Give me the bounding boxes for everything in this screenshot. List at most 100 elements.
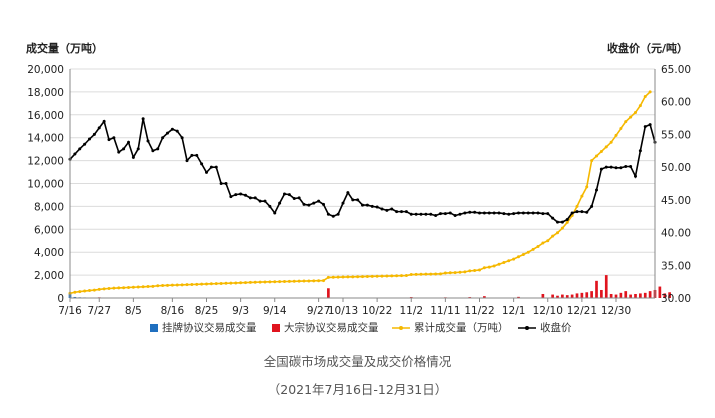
closing-price-point [287, 193, 291, 197]
cumulative-volume-point [395, 274, 399, 278]
cumulative-volume-point [102, 287, 106, 291]
x-tick-label: 9/3 [232, 305, 249, 317]
cumulative-volume-point [556, 231, 559, 235]
cumulative-volume-point [287, 279, 291, 283]
closing-price-point [180, 136, 184, 140]
closing-price-point [556, 220, 559, 224]
closing-price-point [521, 211, 525, 215]
bar-block-volume [634, 293, 637, 298]
cumulative-volume-point [161, 284, 165, 288]
cumulative-volume-point [268, 280, 272, 284]
cumulative-volume-point [166, 283, 169, 287]
legend-listed-label: 挂牌协议交易成交量 [162, 321, 257, 334]
x-tick-label: 12/30 [601, 305, 631, 317]
closing-price-point [73, 152, 77, 156]
cumulative-volume-point [624, 120, 628, 124]
cumulative-volume-point [390, 274, 394, 278]
cumulative-volume-point [492, 264, 496, 268]
cumulative-volume-point [551, 234, 555, 238]
closing-price-point [526, 211, 530, 215]
closing-price-point [336, 212, 340, 216]
closing-price-point [263, 199, 267, 203]
closing-price-point [185, 159, 189, 163]
cumulative-volume-point [439, 272, 442, 276]
closing-price-point [317, 199, 321, 203]
cumulative-volume-point [214, 282, 218, 286]
closing-price-point [648, 123, 652, 127]
cumulative-volume-point [239, 281, 243, 285]
cumulative-volume-point [575, 204, 579, 208]
closing-price-point [351, 198, 355, 202]
cumulative-volume-point [180, 283, 184, 287]
legend: 挂牌协议交易成交量 大宗协议交易成交量 累计成交量（万吨） 收盘价 [150, 321, 572, 334]
cumulative-volume-line [69, 91, 651, 295]
closing-price-point [205, 170, 208, 174]
closing-price-point [97, 126, 101, 130]
cumulative-volume-point [370, 274, 374, 278]
cumulative-volume-point [409, 273, 413, 277]
closing-price-point [517, 211, 520, 215]
cumulative-volume-point [200, 282, 204, 286]
closing-price-point [541, 212, 545, 216]
cumulative-volume-point [273, 280, 277, 284]
cumulative-volume-point [195, 282, 199, 286]
bar-block-volume [643, 292, 647, 298]
closing-price-point [551, 216, 555, 220]
chart-title: 全国碳市场成交量及成交价格情况 [263, 354, 452, 369]
cumulative-volume-point [209, 282, 213, 286]
legend-cumulative-label: 累计成交量（万吨） [414, 321, 509, 334]
y-right-tick-label: 55.00 [661, 129, 691, 141]
closing-price-point [331, 214, 335, 218]
closing-price-point [283, 192, 286, 196]
bar-block-volume [565, 295, 569, 298]
closing-price-point [468, 210, 472, 214]
cumulative-volume-point [331, 275, 335, 279]
chart-subtitle: （2021年7月16日-12月31日） [267, 382, 448, 397]
closing-price-point [190, 153, 194, 157]
cumulative-volume-point [380, 274, 384, 278]
x-tick-label: 9/27 [307, 305, 331, 317]
cumulative-volume-point [453, 271, 457, 275]
y-left-tick-label: 20,000 [27, 64, 64, 76]
closing-price-point [370, 204, 374, 208]
cumulative-volume-point [497, 262, 501, 266]
bar-block-volume [551, 294, 554, 298]
y-left-tick-label: 16,000 [27, 110, 64, 122]
closing-price-point [507, 212, 511, 216]
cumulative-volume-point [312, 279, 316, 283]
cumulative-volume-point [92, 288, 96, 292]
bar-block-volume [668, 292, 671, 298]
cumulative-volume-point [136, 285, 140, 289]
closing-price-point [419, 212, 423, 216]
cumulative-volume-point [546, 239, 550, 243]
closing-price-point [487, 211, 491, 215]
closing-price-point [195, 153, 199, 157]
closing-price-point [239, 192, 243, 196]
cumulative-volume-point [599, 149, 603, 153]
closing-price-point [273, 211, 277, 215]
cumulative-volume-point [429, 272, 433, 276]
closing-price-point [361, 203, 364, 207]
x-tick-label: 10/13 [328, 305, 358, 317]
cumulative-volume-point [521, 252, 525, 256]
y-left-tick-label: 0 [57, 293, 64, 305]
cumulative-volume-point [502, 261, 506, 265]
closing-price-point [78, 147, 82, 151]
closing-price-point [268, 204, 272, 208]
closing-price-point [580, 210, 584, 214]
cumulative-volume-point [224, 281, 228, 285]
cumulative-volume-point [419, 272, 423, 276]
cumulative-volume-point [107, 286, 111, 290]
cumulative-volume-point [151, 284, 155, 288]
closing-price-point [356, 198, 360, 202]
cumulative-volume-point [73, 290, 77, 294]
y-left-tick-label: 10,000 [27, 179, 64, 191]
closing-price-point [595, 188, 598, 192]
closing-price-point [409, 212, 413, 216]
cumulative-volume-point [205, 282, 208, 286]
cumulative-volume-point [414, 272, 418, 276]
closing-price-point [385, 208, 389, 212]
closing-price-point [253, 196, 257, 200]
y-right-tick-label: 30.00 [661, 293, 691, 305]
